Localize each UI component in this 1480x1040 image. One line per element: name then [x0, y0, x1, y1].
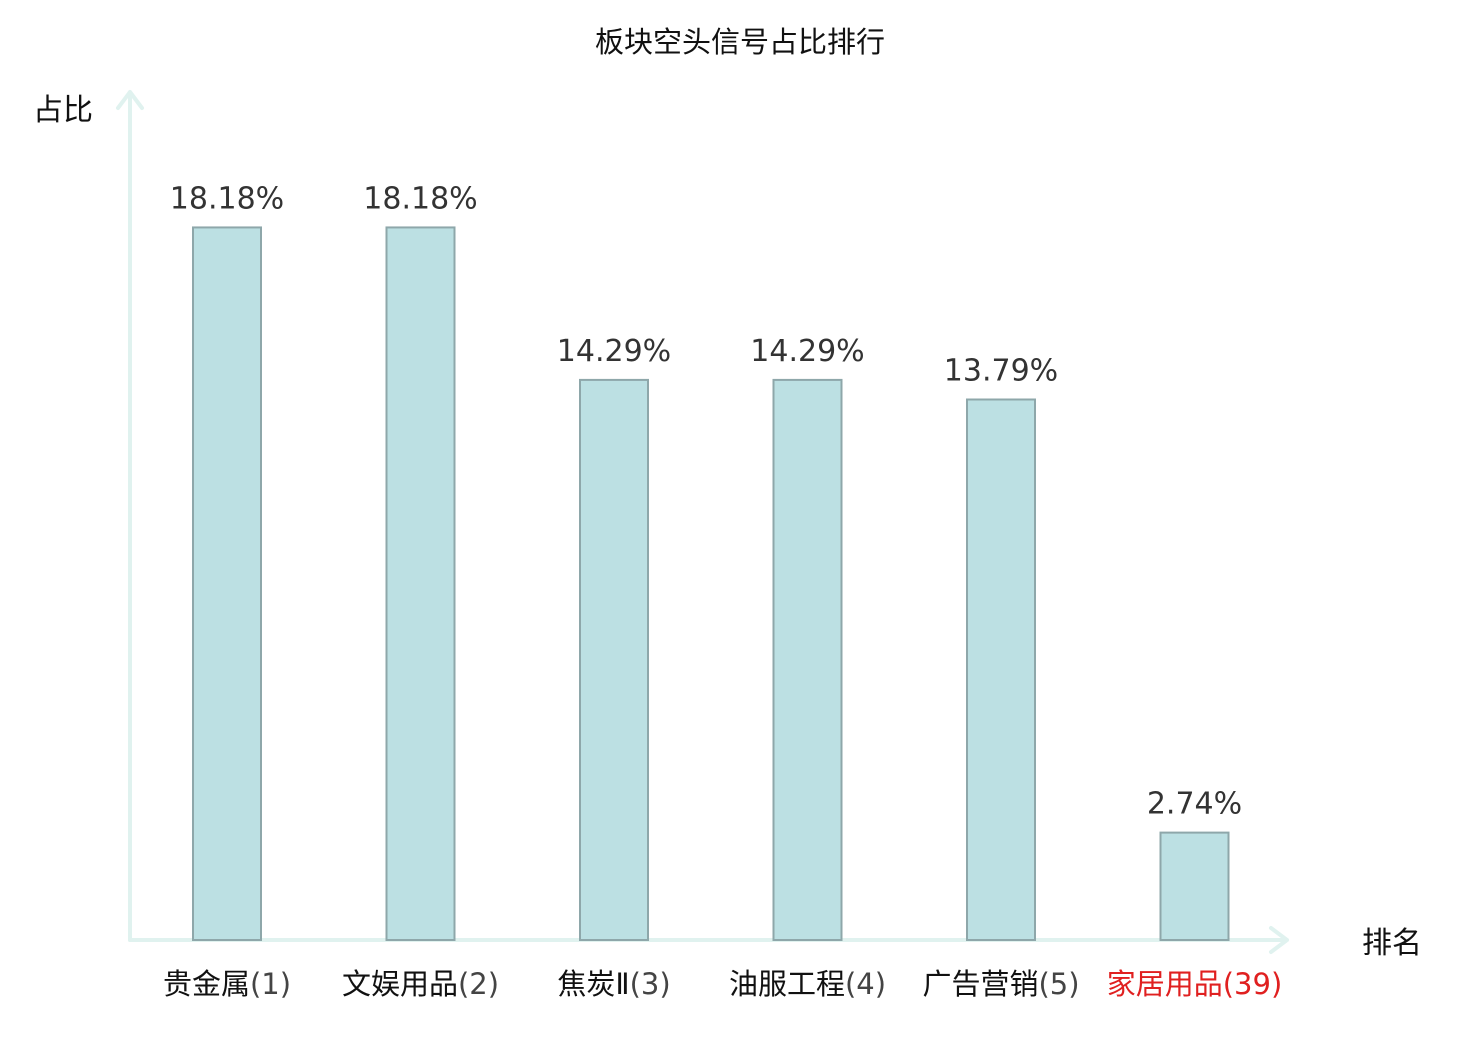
chart-title: 板块空头信号占比排行	[595, 25, 885, 59]
bar-value-label: 18.18%	[170, 181, 284, 216]
bar	[192, 226, 262, 942]
x-tick-label-rank: (1)	[250, 967, 291, 1001]
x-tick-label-rank: (39)	[1223, 967, 1283, 1001]
bar	[772, 378, 843, 941]
bar	[385, 226, 456, 942]
x-tick-label: 广告营销(5)	[922, 967, 1079, 1001]
x-tick-label-rank: (4)	[845, 967, 886, 1001]
x-axis-title: 排名	[1362, 926, 1422, 961]
y-axis-title: 占比	[33, 93, 93, 128]
category-labels-layer: 贵金属(1) 文娱用品(2) 焦炭Ⅱ(3) 油服工程(4) 广告营销(5) 家居用品(39…	[163, 967, 1282, 1001]
bar-value-label: 14.29%	[750, 334, 864, 369]
bar-value-label: 2.74%	[1147, 787, 1242, 822]
x-tick-label-rank: (5)	[1038, 967, 1079, 1001]
x-tick-label-name: 贵金属	[163, 967, 250, 1001]
x-tick-label: 焦炭Ⅱ(3)	[557, 967, 670, 1001]
x-tick-label-name: 广告营销	[922, 967, 1038, 1001]
x-tick-label-name: 焦炭Ⅱ	[557, 967, 629, 1001]
bar-value-label: 13.79%	[944, 354, 1058, 389]
x-tick-label: 贵金属(1)	[163, 967, 291, 1001]
y-axis-line	[116, 90, 144, 942]
bar-value-label: 14.29%	[557, 334, 671, 369]
bar	[1159, 831, 1230, 941]
x-tick-label: 家居用品(39)	[1107, 967, 1283, 1001]
x-tick-label-name: 油服工程	[729, 967, 845, 1001]
x-tick-label-rank: (3)	[630, 967, 671, 1001]
x-tick-label: 油服工程(4)	[729, 967, 886, 1001]
x-tick-label: 文娱用品(2)	[342, 967, 499, 1001]
bar	[966, 398, 1036, 941]
value-labels-layer: 18.18% 18.18% 14.29% 14.29% 13.79% 2.74%	[170, 181, 1242, 821]
bar	[579, 378, 649, 941]
bar-value-label: 18.18%	[363, 181, 477, 216]
x-tick-label-rank: (2)	[458, 967, 499, 1001]
x-tick-label-name: 文娱用品	[342, 967, 458, 1001]
x-axis-line	[128, 926, 1289, 954]
x-tick-label-name: 家居用品	[1107, 967, 1223, 1001]
bars-layer	[192, 226, 1230, 942]
